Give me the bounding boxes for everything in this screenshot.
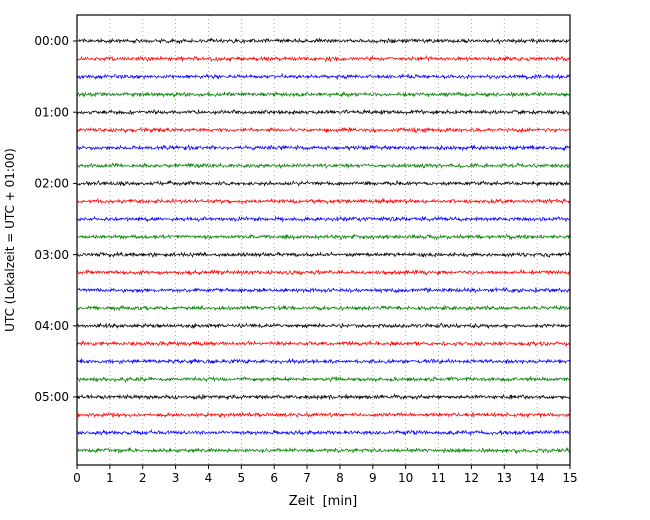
x-tick-label: 3 <box>172 471 180 485</box>
seismogram-trace <box>76 179 571 188</box>
plot-frame <box>76 14 571 466</box>
x-axis-label: Zeit [min] <box>289 494 358 509</box>
seismogram-trace <box>76 286 571 294</box>
seismogram-trace <box>76 393 571 401</box>
x-tick-label: 0 <box>73 471 81 485</box>
x-tick-label: 7 <box>303 471 311 485</box>
x-tick-label: 10 <box>398 471 413 485</box>
seismogram-trace <box>76 108 570 116</box>
seismogram-trace <box>76 446 571 455</box>
x-tick-label: 6 <box>270 471 278 485</box>
x-tick-label: 5 <box>238 471 246 485</box>
seismogram-trace <box>76 375 571 384</box>
seismogram-trace <box>76 90 570 99</box>
x-tick-label: 1 <box>106 471 114 485</box>
seismogram-trace <box>76 37 570 45</box>
x-tick-label: 8 <box>336 471 344 485</box>
y-tick-label: 03:00 <box>34 248 69 262</box>
y-tick-label: 05:00 <box>34 390 69 404</box>
x-tick-label: 12 <box>464 471 479 485</box>
y-tick-label: 00:00 <box>34 34 69 48</box>
seismogram-trace <box>76 268 570 276</box>
seismogram-trace <box>76 126 571 134</box>
x-tick-label: 13 <box>497 471 512 485</box>
seismogram-trace <box>76 197 571 205</box>
seismogram-trace <box>76 144 571 152</box>
x-tick-label: 2 <box>139 471 147 485</box>
y-tick-label: 02:00 <box>34 177 69 191</box>
seismogram-trace <box>76 357 571 365</box>
y-tick-label: 04:00 <box>34 319 69 333</box>
grid-layer <box>76 15 571 465</box>
axis-layer: 0 1 2 3 4 5 6 7 8 9 10 11 12 13 14 1500:0001:0002:0003:… <box>34 14 578 485</box>
x-tick-label: 4 <box>205 471 213 485</box>
seismogram-trace <box>76 73 571 81</box>
seismogram-trace <box>76 251 571 259</box>
x-tick-label: 15 <box>562 471 577 485</box>
x-tick-label: 9 <box>369 471 377 485</box>
x-tick-label: 14 <box>529 471 544 485</box>
x-tick-label: 11 <box>431 471 446 485</box>
y-tick-label: 01:00 <box>34 105 69 119</box>
seismogram-trace <box>76 233 571 241</box>
seismogram-trace <box>76 322 571 330</box>
seismogram-trace <box>76 54 571 63</box>
trace-layer <box>76 37 571 455</box>
seismogram-trace <box>76 339 570 348</box>
seismogram-trace <box>76 411 571 419</box>
seismogram-trace <box>76 304 571 312</box>
seismogram-trace <box>76 162 571 170</box>
seismogram-trace <box>76 215 571 223</box>
seismogram-trace <box>76 428 570 437</box>
y-axis-label: UTC (Lokalzeit = UTC + 01:00) <box>3 148 17 332</box>
